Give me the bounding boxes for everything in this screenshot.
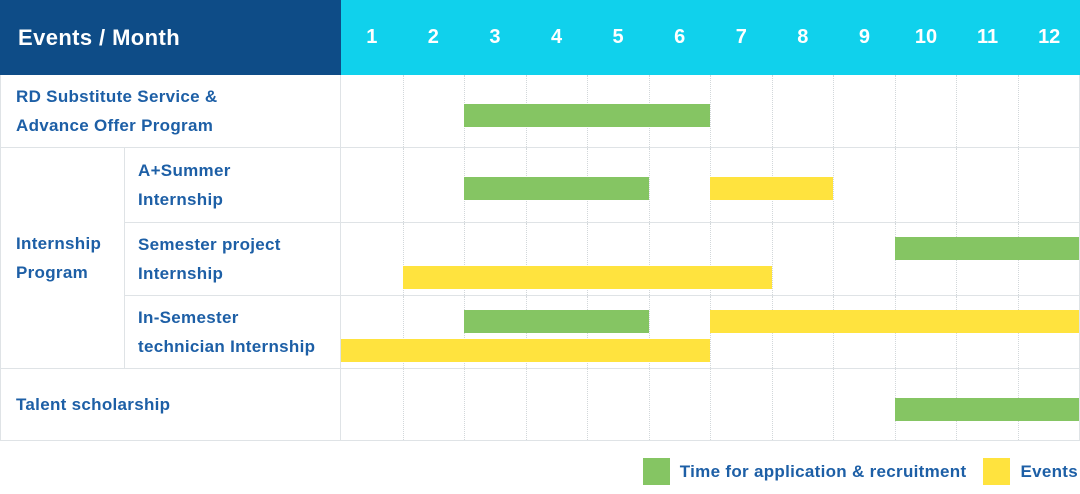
legend-label: Events: [1020, 462, 1078, 481]
legend: Time for application & recruitment Event…: [0, 458, 1080, 485]
row-rd-substitute-service: RD Substitute Service & Advance Offer Pr…: [1, 75, 1079, 147]
month-header-1: 1: [366, 26, 378, 48]
table-header: Events / Month 1 2 3 4 5 6 7 8 9 10 11 1…: [0, 0, 1080, 75]
table-body: RD Substitute Service & Advance Offer Pr…: [0, 75, 1080, 441]
row-semester-project-internship: Semester project Internship: [125, 222, 1079, 295]
group-subrows: A+Summer Internship Semester project Int…: [125, 148, 1079, 368]
timeline-cell: [341, 296, 1079, 368]
event-bar: [341, 339, 710, 362]
application-bar: [894, 398, 1079, 421]
page-title: Events / Month: [18, 24, 181, 50]
month-header-12: 12: [1038, 26, 1061, 48]
application-bar: [464, 310, 649, 333]
month-header-11: 11: [977, 26, 999, 48]
row-label: RD Substitute Service & Advance Offer Pr…: [16, 87, 218, 135]
application-color-swatch: [642, 458, 670, 485]
row-label-cell: A+Summer Internship: [125, 148, 341, 222]
event-bar: [402, 266, 772, 289]
header-title-cell: Events / Month: [0, 0, 341, 75]
month-header-2: 2: [427, 26, 439, 48]
month-header-7: 7: [735, 26, 747, 48]
legend-item-application: Time for application & recruitment: [642, 458, 967, 485]
timeline-cell: [341, 223, 1079, 295]
application-bar: [464, 177, 649, 200]
row-label: A+Summer Internship: [138, 161, 231, 209]
row-label-cell: Semester project Internship: [125, 223, 341, 295]
application-bar: [894, 237, 1079, 260]
event-bar: [710, 177, 833, 200]
group-internship-program: Internship Program A+Summer Internship: [1, 147, 1079, 368]
timeline-cell: [341, 148, 1079, 222]
row-label: Talent scholarship: [16, 395, 171, 414]
month-header-row: 1 2 3 4 5 6 7 8 9 10 11 12: [341, 0, 1080, 75]
row-in-semester-technician-internship: In-Semester technician Internship: [125, 295, 1079, 368]
timeline-cell: [341, 75, 1079, 147]
legend-label: Time for application & recruitment: [679, 462, 967, 481]
month-header-5: 5: [612, 26, 624, 48]
row-label: In-Semester technician Internship: [138, 308, 316, 356]
group-label-cell: Internship Program: [1, 148, 125, 368]
month-gridlines: [341, 75, 1079, 147]
month-header-10: 10: [914, 26, 938, 48]
month-header-4: 4: [550, 26, 563, 48]
row-label-cell: Talent scholarship: [1, 369, 341, 440]
events-month-table: Events / Month 1 2 3 4 5 6 7 8 9 10 11 1…: [0, 0, 1080, 441]
row-label: Semester project Internship: [138, 235, 281, 283]
row-label-cell: RD Substitute Service & Advance Offer Pr…: [1, 75, 341, 147]
month-header-8: 8: [797, 26, 809, 48]
row-talent-scholarship: Talent scholarship: [1, 368, 1079, 440]
row-a-plus-summer-internship: A+Summer Internship: [125, 148, 1079, 222]
month-header-6: 6: [674, 26, 686, 48]
event-color-swatch: [983, 458, 1011, 485]
event-bar: [710, 310, 1079, 333]
group-label: Internship Program: [16, 234, 102, 282]
month-header-3: 3: [489, 26, 501, 48]
row-label-cell: In-Semester technician Internship: [125, 296, 341, 368]
legend-item-events: Events: [983, 458, 1078, 485]
application-bar: [464, 104, 710, 127]
month-header-9: 9: [858, 26, 870, 48]
timeline-cell: [341, 369, 1079, 440]
